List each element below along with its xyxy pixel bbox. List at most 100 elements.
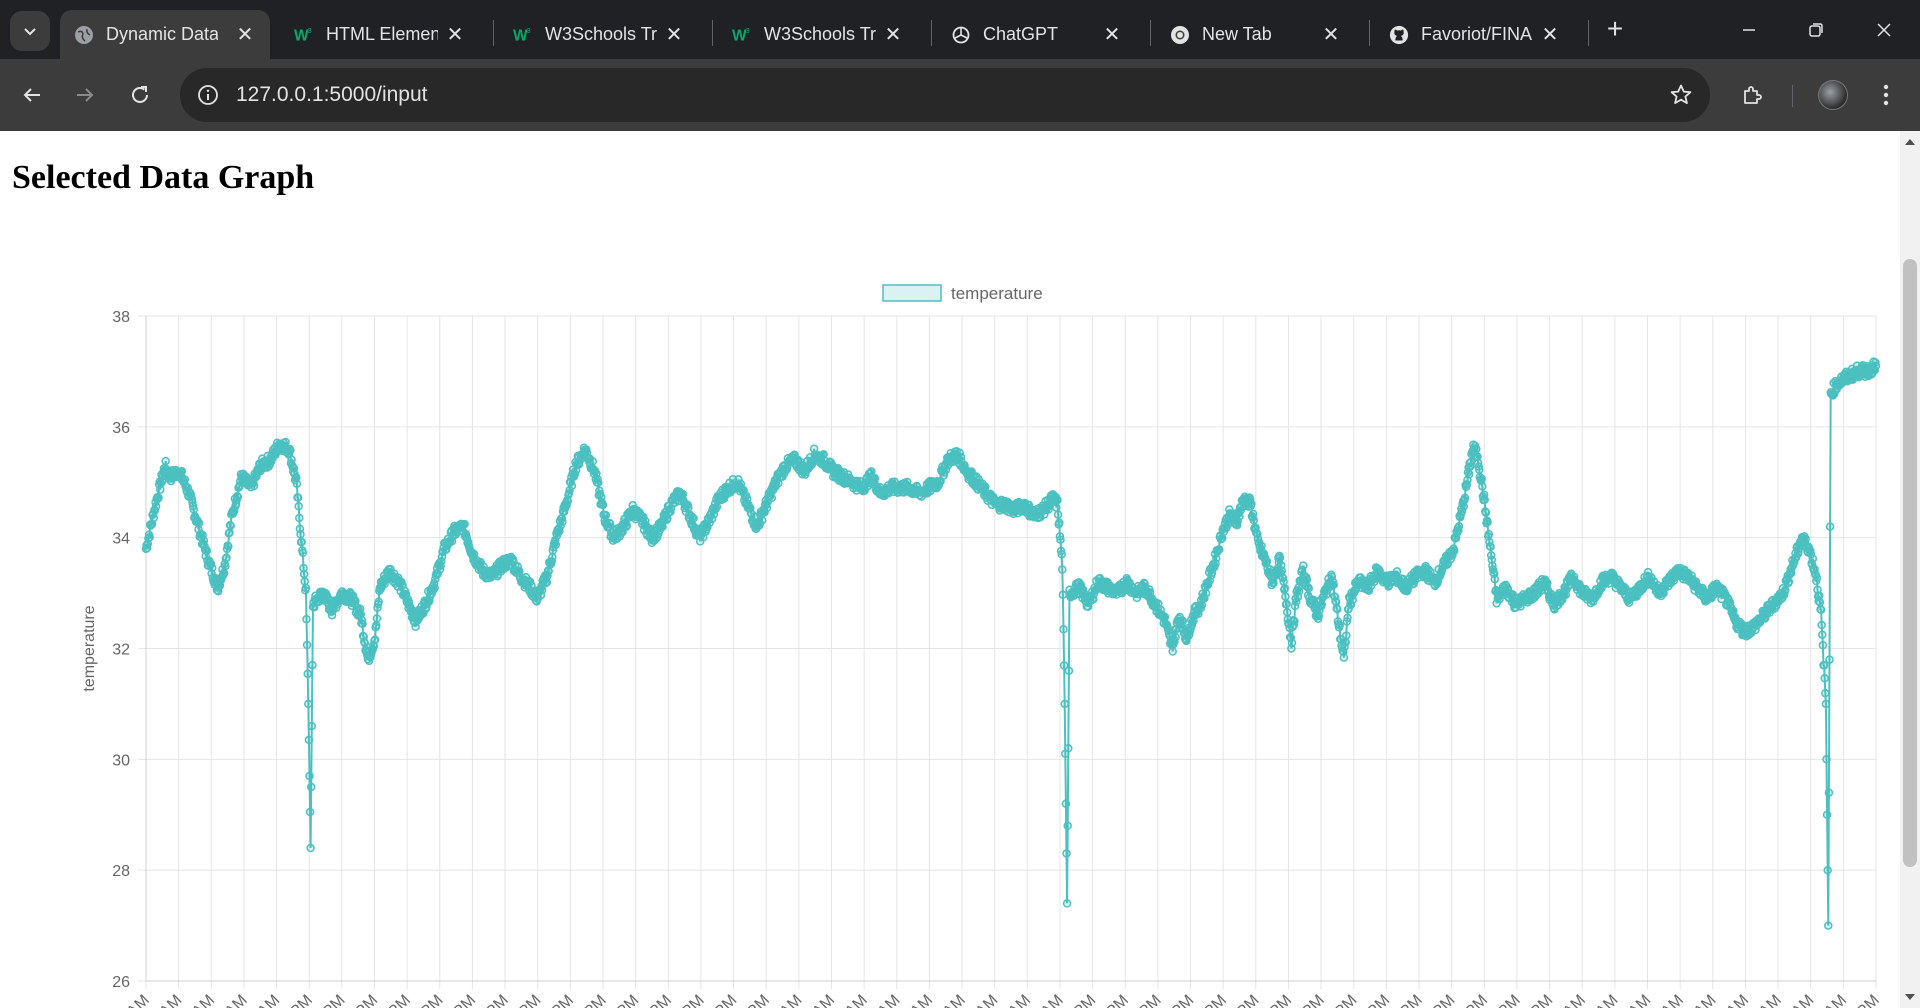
data-point	[712, 502, 722, 511]
scrollbar-thumb[interactable]	[1903, 259, 1917, 867]
tab-divider	[1150, 20, 1151, 46]
data-point	[1057, 550, 1066, 559]
data-point	[515, 566, 524, 576]
minimize-button[interactable]	[1729, 10, 1769, 50]
tab-chatgpt[interactable]: ChatGPT ✕	[937, 10, 1137, 59]
data-point	[565, 485, 574, 495]
data-point	[299, 563, 308, 573]
close-icon[interactable]: ✕	[884, 24, 902, 46]
scroll-up-icon[interactable]	[1905, 139, 1915, 145]
legend-swatch	[882, 284, 942, 302]
data-point	[684, 503, 693, 512]
data-point	[1269, 578, 1278, 588]
data-point	[207, 563, 217, 573]
url-text[interactable]: 127.0.0.1:5000/input	[236, 83, 428, 106]
data-point	[292, 479, 302, 488]
data-point	[293, 493, 303, 502]
data-point	[1824, 921, 1833, 930]
data-point	[605, 519, 615, 528]
data-point	[1058, 590, 1068, 600]
data-point	[1475, 465, 1484, 475]
forward-button[interactable]	[65, 75, 105, 115]
tab-favoriot[interactable]: Favoriot/FINAL ✕	[1375, 10, 1575, 59]
data-point	[537, 586, 547, 595]
y-tick-label: 34	[112, 531, 130, 548]
vertical-scrollbar[interactable]	[1900, 131, 1920, 1008]
data-point	[302, 640, 312, 650]
tab-divider	[1369, 20, 1370, 46]
github-icon	[1389, 25, 1409, 45]
tab-divider	[712, 20, 713, 46]
data-point	[1481, 508, 1491, 517]
menu-button[interactable]	[1866, 75, 1906, 115]
tab-search-button[interactable]	[10, 11, 50, 51]
data-point	[306, 843, 315, 853]
page-title: Selected Data Graph	[12, 159, 315, 196]
arrow-left-icon	[23, 88, 40, 102]
data-point	[563, 496, 573, 506]
data-point	[1249, 515, 1259, 525]
data-point	[306, 782, 316, 792]
data-point	[1257, 541, 1266, 551]
data-point	[358, 619, 367, 629]
tab-dynamic-data[interactable]: Dynamic Data ✕	[60, 10, 270, 59]
data-point	[372, 614, 382, 623]
data-point	[1063, 821, 1072, 831]
tab-title: Dynamic Data	[106, 24, 218, 44]
data-point	[301, 583, 311, 593]
data-point	[757, 515, 767, 525]
data-point	[219, 569, 229, 578]
data-point	[294, 502, 303, 511]
data-point	[1823, 865, 1832, 875]
data-point	[1480, 495, 1489, 504]
close-icon[interactable]: ✕	[236, 24, 254, 46]
profile-button[interactable]	[1813, 75, 1853, 115]
data-point	[1822, 810, 1832, 820]
data-point	[1824, 788, 1834, 797]
data-point	[1812, 573, 1822, 583]
tab-divider	[931, 20, 932, 46]
tab-w3schools-tryit-2[interactable]: W3 W3Schools Tryit ✕	[718, 10, 918, 59]
close-icon[interactable]: ✕	[1322, 24, 1340, 46]
address-bar[interactable]: 127.0.0.1:5000/input	[180, 68, 1710, 122]
data-point	[1061, 799, 1071, 808]
toolbar-divider	[1792, 85, 1793, 107]
reload-button[interactable]	[120, 75, 160, 115]
close-icon[interactable]: ✕	[1103, 24, 1121, 46]
data-point	[1871, 361, 1881, 371]
data-point	[762, 503, 772, 513]
data-point	[1064, 744, 1073, 753]
y-tick-label: 28	[112, 863, 130, 880]
close-icon[interactable]: ✕	[446, 24, 464, 46]
scroll-down-icon[interactable]	[1905, 994, 1915, 1000]
tab-html-elements[interactable]: W3 HTML Elements ✕	[280, 10, 480, 59]
extensions-button[interactable]	[1733, 75, 1773, 115]
restore-button[interactable]	[1796, 10, 1836, 50]
tab-new-tab[interactable]: New Tab ✕	[1156, 10, 1356, 59]
close-icon[interactable]: ✕	[665, 24, 683, 46]
data-point	[1487, 555, 1497, 564]
data-point	[1282, 607, 1292, 617]
close-window-button[interactable]	[1864, 10, 1904, 50]
temperature-series-line	[145, 361, 1877, 926]
back-button[interactable]	[12, 75, 52, 115]
data-point	[297, 537, 306, 547]
new-tab-button[interactable]: +	[1600, 13, 1630, 44]
close-icon[interactable]: ✕	[1541, 24, 1559, 46]
data-point	[1820, 674, 1829, 683]
tab-strip: Dynamic Data ✕ W3 HTML Elements ✕ W3 W3S…	[0, 0, 1920, 59]
bookmark-star-icon[interactable]	[1666, 80, 1696, 110]
site-info-icon[interactable]	[194, 81, 222, 109]
y-tick-label: 32	[112, 642, 130, 659]
data-point	[1816, 605, 1826, 615]
data-point	[1178, 616, 1188, 626]
data-point	[1062, 849, 1071, 858]
data-point	[1335, 621, 1344, 630]
y-tick-label: 36	[112, 420, 130, 437]
tab-w3schools-tryit[interactable]: W3 W3Schools Tryit ✕	[499, 10, 699, 59]
data-point	[1818, 641, 1828, 650]
tab-title: HTML Elements	[326, 24, 438, 44]
data-point	[351, 596, 360, 606]
